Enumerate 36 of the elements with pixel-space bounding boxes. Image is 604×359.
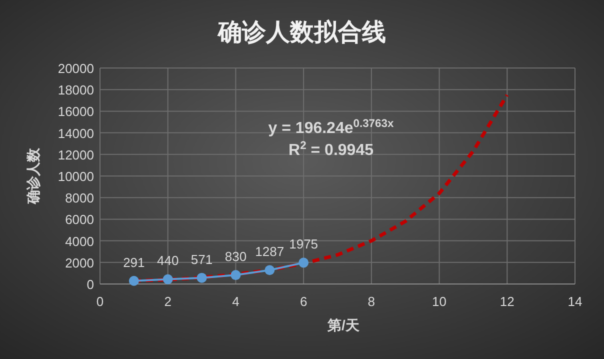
point [196,272,207,283]
y-tick-label: 0 [86,277,94,292]
y-tick-label: 4000 [65,234,94,249]
point [298,258,309,268]
x-tick-label: 14 [568,294,582,309]
annotation: y = 196.24e$^{0.3763x}$ [268,118,394,137]
y-tick-label: 12000 [58,147,94,162]
y-tick-label: 20000 [58,61,94,76]
point [162,274,173,284]
data-label: 571 [190,252,213,267]
y-tick-label: 18000 [58,82,94,98]
x-tick-label: 8 [368,294,376,309]
annotation: R$^{2}$ = 0.9945 [288,140,374,159]
chart-title: 确诊人数拟合线 [217,19,386,46]
y-tick-label: 2000 [65,255,94,270]
data-label: 1975 [289,236,318,252]
y-tick-label: 10000 [58,169,94,184]
y-tick-label: 6000 [65,212,94,228]
point [230,270,241,280]
x-axis-title: 第/天 [326,317,360,333]
x-tick-label: 2 [164,294,172,309]
x-tick-label: 4 [232,294,240,309]
x-tick-label: 10 [432,294,447,309]
y-axis-title: 确诊人数 [25,147,41,205]
y-tick-label: 8000 [65,190,94,206]
x-tick-label: 6 [300,294,308,309]
data-label: 440 [157,253,179,268]
data-label: 1287 [255,244,284,260]
y-tick-label: 14000 [58,126,94,141]
data-label: 830 [224,249,247,264]
y-tick-label: 16000 [58,104,94,120]
x-tick-label: 0 [96,294,104,309]
data-label: 291 [123,254,145,270]
point [264,265,275,276]
x-tick-label: 12 [500,294,514,309]
point [128,276,139,286]
